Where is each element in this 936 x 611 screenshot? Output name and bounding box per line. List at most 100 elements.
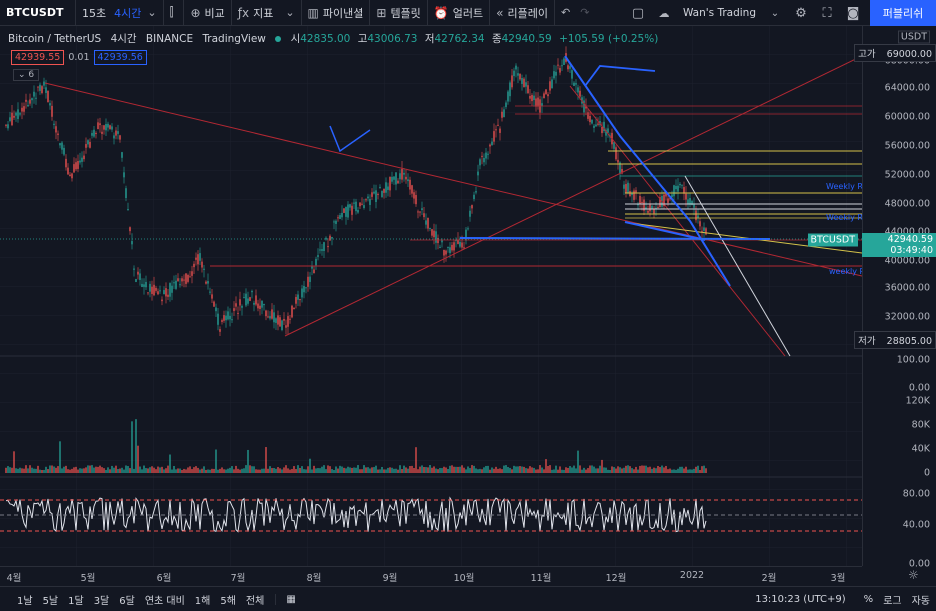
annotation-weekly-3[interactable]: weekly R/S 39k <box>829 267 862 276</box>
compare-button[interactable]: ⊕ 비교 <box>184 0 232 26</box>
candle-body <box>15 112 17 116</box>
chart-canvas[interactable]: Weekly R/S 49.4 Weekly R/S 46.7 weekly R… <box>0 26 862 566</box>
camera-icon[interactable]: ◙ <box>846 5 860 21</box>
candle-body <box>287 316 289 327</box>
range-1m[interactable]: 1달 <box>68 595 84 607</box>
volume-bar <box>319 468 321 473</box>
candle-body <box>155 287 157 291</box>
interval-15s[interactable]: 15초 <box>82 6 107 20</box>
trendlines[interactable] <box>0 55 862 357</box>
undo-icon[interactable]: ↶ <box>560 6 571 19</box>
goto-date-icon[interactable]: ▦ <box>275 593 300 605</box>
templates-button[interactable]: ⊞ 템플릿 <box>370 0 428 26</box>
high-value: 43006.73 <box>367 33 418 45</box>
financials-button[interactable]: ▥ 파이낸셜 <box>302 0 371 26</box>
candle-body <box>393 176 395 180</box>
candle-body <box>299 299 301 301</box>
range-5d[interactable]: 5날 <box>42 595 59 607</box>
range-ytd[interactable]: 연초 대비 <box>144 595 185 607</box>
range-1d[interactable]: 1날 <box>17 595 33 607</box>
candle-body <box>185 273 187 284</box>
fullscreen-square-icon[interactable]: ▢ <box>631 5 645 21</box>
candle-body <box>129 227 131 232</box>
price-tick: 56000.00 <box>884 140 930 152</box>
time-tick: 11월 <box>530 573 552 584</box>
gear-icon[interactable]: ⚙ <box>795 5 807 21</box>
volume-bar <box>625 465 627 473</box>
volume-bar <box>701 466 703 473</box>
volume-bar <box>369 468 371 473</box>
range-6m[interactable]: 6달 <box>119 595 135 607</box>
candle-body <box>443 249 445 256</box>
settings-gear-icon[interactable]: ☼ <box>908 568 919 582</box>
percent-toggle[interactable]: % <box>863 594 874 605</box>
redo-icon[interactable]: ↷ <box>580 6 590 19</box>
range-1y[interactable]: 1해 <box>194 595 211 607</box>
candle-body <box>357 209 359 213</box>
buy-price-chip[interactable]: 42939.56 <box>93 50 147 65</box>
time-axis[interactable]: 4월 5월 6월 7월 8월 9월 10월 11월 12월 2022 2월 3월… <box>0 566 919 584</box>
auto-toggle[interactable]: 자동 <box>911 596 930 607</box>
cloud-icon[interactable]: ☁ <box>658 6 670 20</box>
candle-body <box>53 123 55 125</box>
volume-bar <box>399 465 401 473</box>
interval-4h[interactable]: 4시간 <box>114 6 142 20</box>
annotation-weekly-2[interactable]: Weekly R/S 46.7 <box>826 213 862 222</box>
candle-body <box>673 185 675 197</box>
alerts-button[interactable]: ⏰ 얼러트 <box>428 0 491 26</box>
candle-body <box>561 65 563 67</box>
volume-bar <box>303 469 305 473</box>
candle-body <box>671 194 673 198</box>
interval-selector[interactable]: 15초 4시간 ⌄ <box>76 0 164 26</box>
replay-button[interactable]: «리플레이 <box>490 0 555 26</box>
volume-bar <box>649 466 651 473</box>
candle-body <box>43 81 45 86</box>
volume-bar <box>17 468 19 473</box>
range-3m[interactable]: 3달 <box>93 595 110 607</box>
range-5y[interactable]: 5해 <box>220 595 236 607</box>
candle-body <box>387 186 389 190</box>
candle-body <box>293 307 295 309</box>
expand-icon[interactable]: ⛶ <box>822 5 832 21</box>
candle-body <box>327 246 329 248</box>
clock[interactable]: 13:10:23 (UTC+9) <box>755 594 846 605</box>
candle-body <box>371 192 373 197</box>
volume-bar <box>639 465 641 473</box>
publish-button[interactable]: 퍼블리쉬 <box>870 0 936 26</box>
candle-body <box>401 168 403 180</box>
volume-bar <box>435 468 437 473</box>
legend-title[interactable]: Bitcoin / TetherUS <box>8 33 102 45</box>
chevron-down-icon[interactable]: ⌄ <box>770 7 780 19</box>
indicators-button[interactable]: ƒx 지표 ⌄ <box>232 0 302 26</box>
candle-body <box>263 303 265 306</box>
volume-bar <box>695 466 697 473</box>
rsi-tick: 0.00 <box>908 382 930 394</box>
chevron-down-icon[interactable]: ⌄ <box>147 6 157 19</box>
candle-body <box>105 124 107 131</box>
candle-body <box>461 242 463 248</box>
volume-bar <box>273 467 275 473</box>
range-all[interactable]: 전체 <box>245 595 265 607</box>
market-status-dot[interactable] <box>275 36 282 42</box>
candle-body <box>305 287 307 289</box>
indicator-toggle[interactable]: ⌄ 6 <box>13 69 40 81</box>
chevron-down-icon[interactable]: ⌄ <box>285 6 295 19</box>
chart-type-button[interactable]: ⫿ <box>164 0 185 26</box>
price-axis[interactable]: USDT 68000.00 64000.00 60000.00 56000.00… <box>807 26 936 570</box>
undo-button[interactable]: ↶ ↷ <box>555 0 595 26</box>
volume-bar <box>635 466 637 473</box>
volume-bar <box>249 465 251 473</box>
volume-bar <box>271 468 273 473</box>
candle-body <box>23 106 25 112</box>
candle-body <box>681 184 683 186</box>
volume-bar <box>351 467 353 473</box>
log-toggle[interactable]: 로그 <box>883 596 902 607</box>
sell-price-chip[interactable]: 42939.55 <box>11 50 65 65</box>
low-price-tag: 저가 28805.00 <box>854 331 936 349</box>
annotation-weekly-1[interactable]: Weekly R/S 49.4 <box>826 182 862 191</box>
layout-name[interactable]: Wan's Trading <box>682 7 756 19</box>
symbol-search[interactable]: BTCUSDT <box>0 0 76 26</box>
volume-bar <box>9 467 11 473</box>
candle-body <box>365 199 367 201</box>
volume-bar <box>85 467 87 473</box>
